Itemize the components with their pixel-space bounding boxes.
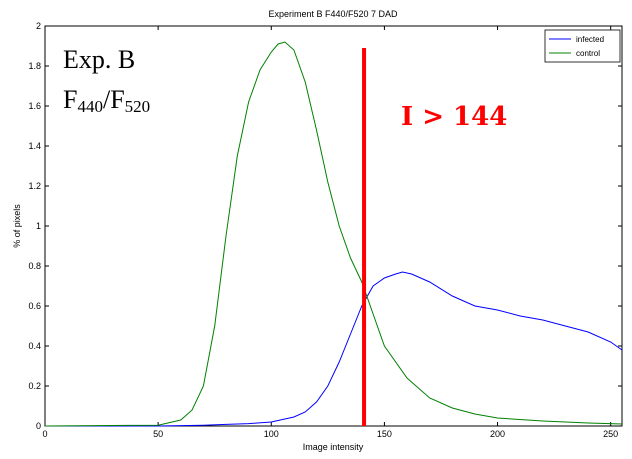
y-tick-label: 0 — [36, 421, 41, 431]
y-tick-label: 1.4 — [28, 141, 41, 151]
chart-title: Experiment B F440/F520 7 DAD — [268, 9, 398, 19]
annotation-experiment-label: Exp. B — [63, 45, 135, 74]
y-tick-label: 2 — [36, 21, 41, 31]
x-tick-label: 0 — [42, 429, 47, 439]
plot-area: 0 50 100 150 200 250 0 0.2 0.4 0.6 0.8 1 1.2 1.4 1.6 1.… — [28, 21, 623, 439]
x-tick-label: 100 — [264, 429, 279, 439]
annotation-ratio-label: F440/F520 — [63, 85, 150, 116]
legend-label-control: control — [576, 49, 600, 58]
x-axis-title: Image intensity — [303, 442, 364, 452]
y-tick-label: 1.2 — [28, 181, 41, 191]
x-tick-label: 150 — [377, 429, 392, 439]
x-tick-label: 250 — [603, 429, 618, 439]
y-tick-label: 0.8 — [28, 261, 41, 271]
series-line-control — [44, 41, 623, 427]
y-tick-label: 0.4 — [28, 341, 41, 351]
legend: infected control — [544, 29, 621, 63]
y-axis-title: % of pixels — [12, 204, 22, 248]
x-tick-label: 50 — [153, 429, 163, 439]
y-tick-label: 1.6 — [28, 101, 41, 111]
y-tick-label: 1 — [36, 221, 41, 231]
legend-label-infected: infected — [576, 35, 604, 44]
y-tick-label: 0.2 — [28, 381, 41, 391]
y-tick-label: 1.8 — [28, 61, 41, 71]
series-line-infected — [45, 271, 623, 427]
threshold-label: I > 144 — [401, 102, 507, 132]
y-tick-label: 0.6 — [28, 301, 41, 311]
x-tick-label: 200 — [490, 429, 505, 439]
axes-frame — [44, 25, 623, 427]
